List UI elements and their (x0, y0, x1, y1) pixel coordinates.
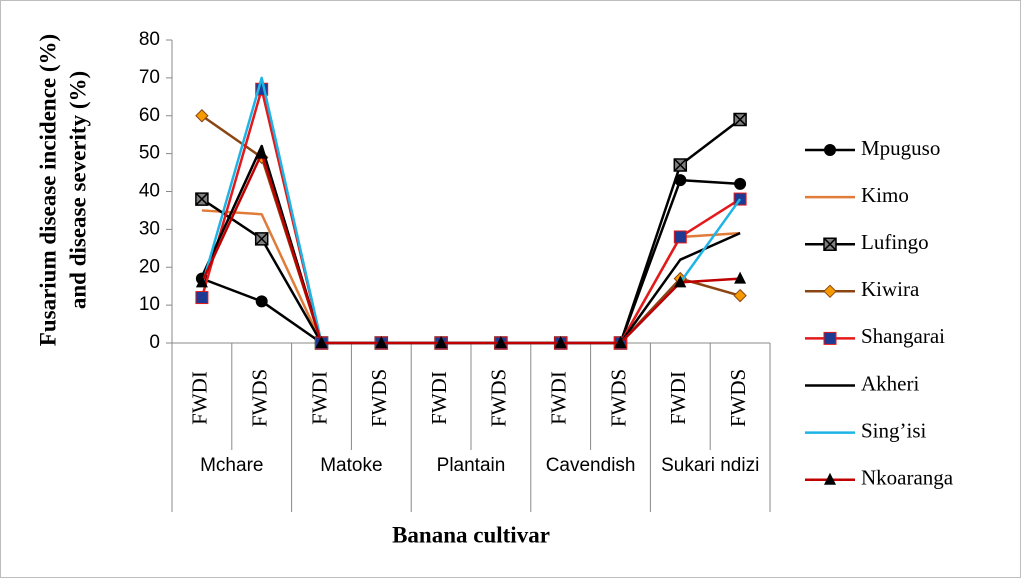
marker (254, 232, 269, 246)
legend-label: Nkoaranga (861, 466, 954, 490)
category-group-label: Plantain (437, 455, 506, 476)
marker (734, 177, 747, 190)
y-tick-label: 60 (139, 105, 160, 126)
y-tick-label: 80 (139, 29, 160, 50)
marker (195, 109, 209, 123)
marker (255, 146, 268, 159)
x-tick-label: FWDS (487, 369, 511, 427)
category-group-label: Sukari ndizi (661, 455, 759, 476)
marker (823, 331, 837, 345)
marker (673, 158, 688, 172)
y-tick-label: 70 (139, 67, 160, 88)
marker (733, 288, 747, 303)
marker (375, 336, 388, 348)
x-tick-label: FWDS (606, 369, 630, 427)
y-tick-label: 0 (149, 332, 160, 353)
y-tick-label: 40 (139, 181, 160, 202)
marker (673, 230, 687, 244)
x-tick-label: FWDI (188, 371, 212, 425)
marker (824, 144, 836, 156)
series-line (200, 152, 741, 345)
category-group-label: Matoke (320, 455, 382, 476)
y-tick-label: 30 (139, 218, 160, 239)
marker (824, 472, 836, 485)
marker (195, 275, 208, 288)
x-axis-title: Banana cultivar (392, 522, 550, 547)
legend-label: Akheri (861, 371, 919, 395)
x-tick-label: FWDI (547, 371, 571, 425)
y-tick-label: 20 (139, 256, 160, 277)
marker (255, 295, 268, 308)
legend-label: Kimo (861, 183, 909, 207)
marker (195, 291, 209, 305)
x-tick-label: FWDI (427, 371, 451, 425)
marker (733, 112, 747, 127)
x-tick-label: FWDS (367, 369, 391, 427)
y-axis-title: Fusarium disease incidence (%) (35, 34, 60, 346)
y-axis-title: and disease severity (%) (65, 71, 90, 309)
x-tick-label: FWDS (248, 369, 272, 427)
y-tick-label: 10 (139, 294, 160, 315)
category-group-label: Cavendish (546, 455, 636, 476)
legend-label: Kiwira (861, 277, 920, 301)
x-tick-label: FWDS (726, 369, 750, 427)
marker (195, 192, 209, 206)
marker (674, 275, 687, 288)
marker (823, 237, 837, 251)
x-tick-label: FWDI (307, 371, 331, 425)
marker (614, 336, 627, 348)
marker (554, 336, 567, 348)
marker (435, 336, 448, 348)
marker (823, 284, 837, 299)
x-tick-label: FWDI (666, 371, 690, 425)
legend-label: Lufingo (861, 230, 929, 254)
category-group-label: Mchare (200, 455, 263, 476)
legend-label: Shangarai (861, 324, 945, 348)
marker (734, 271, 747, 284)
legend-label: Sing’isi (861, 418, 927, 442)
marker (315, 336, 328, 348)
legend-label: Mpuguso (861, 136, 940, 160)
y-tick-label: 50 (139, 143, 160, 164)
marker (494, 336, 507, 348)
